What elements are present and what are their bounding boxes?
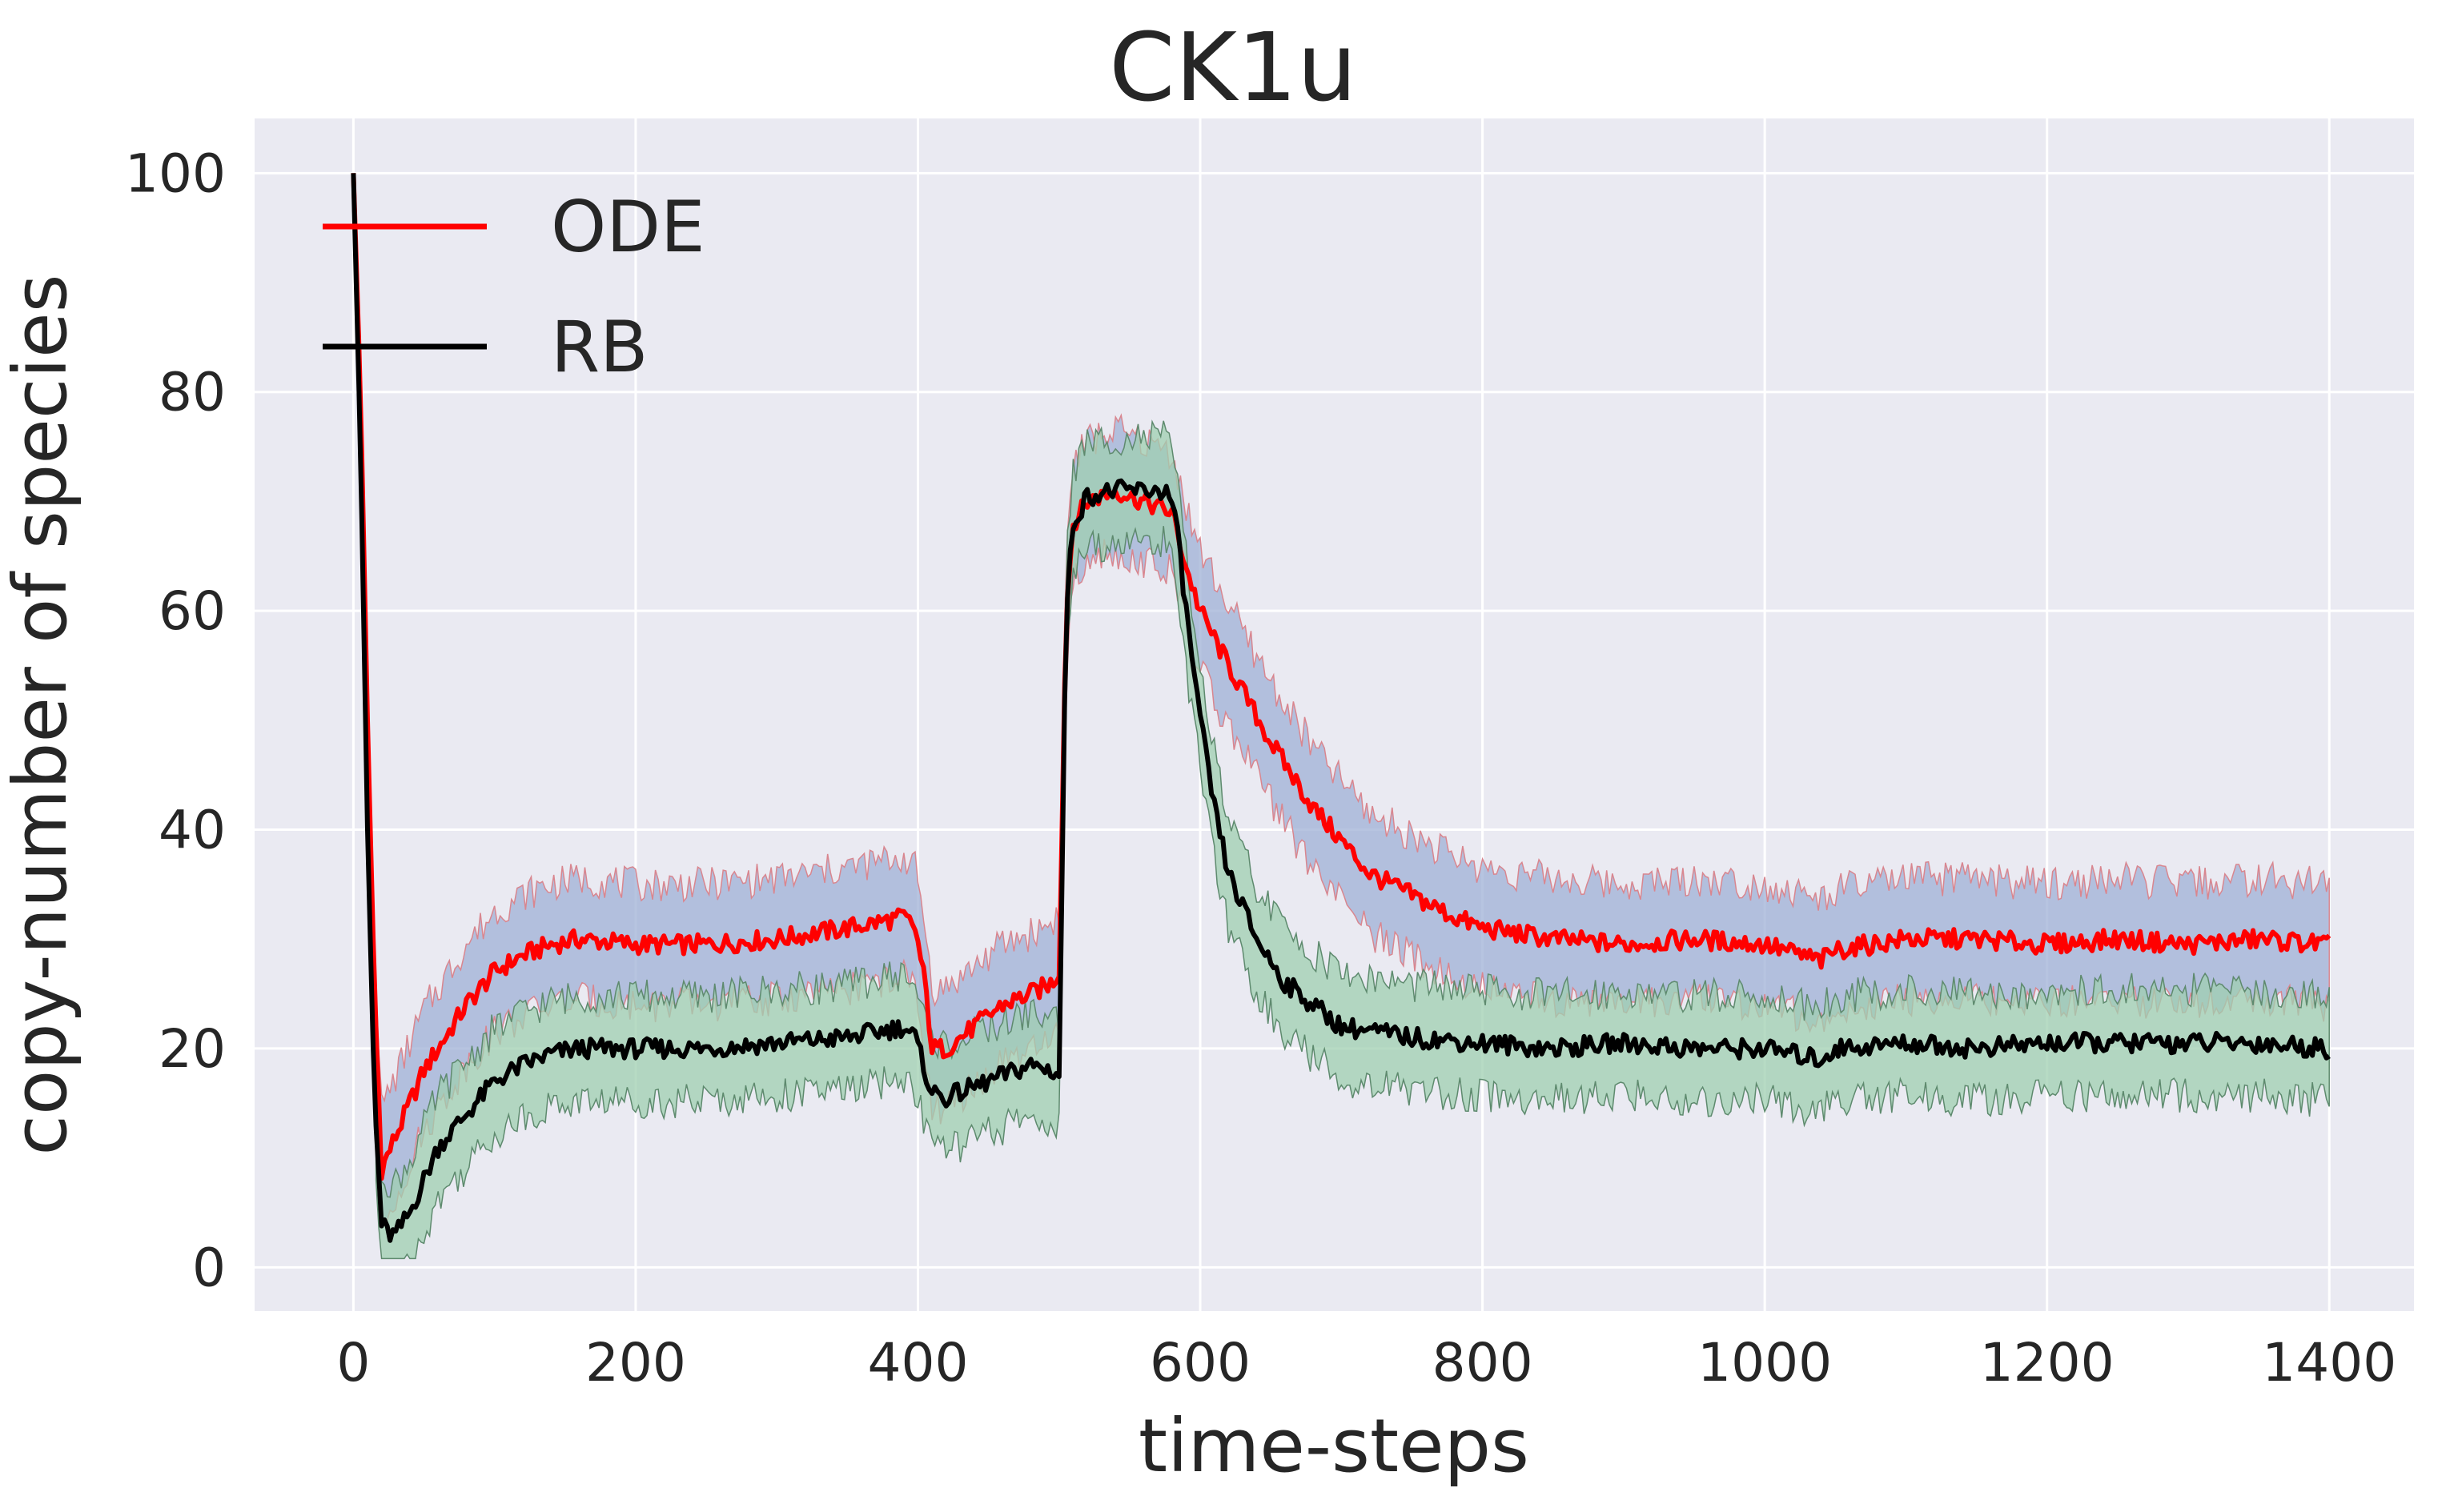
- y-tick-labels: 0 20 40 60 80 100: [125, 142, 226, 1298]
- y-tick-label: 60: [159, 580, 226, 642]
- y-tick-label: 100: [125, 142, 226, 204]
- y-tick-label: 80: [159, 362, 226, 423]
- legend-label-rb: RB: [551, 306, 649, 388]
- plot-area: [255, 118, 2414, 1311]
- x-tick-label: 1000: [1697, 1332, 1832, 1394]
- y-tick-label: 0: [192, 1237, 226, 1298]
- x-tick-labels: 0 200 400 600 800 1000 1200 1400: [336, 1332, 2396, 1394]
- series-lines: [351, 173, 2331, 1243]
- y-tick-label: 20: [159, 1018, 226, 1080]
- series-line-rb: [351, 173, 2331, 1243]
- x-tick-label: 800: [1432, 1332, 1533, 1394]
- legend-label-ode: ODE: [551, 186, 705, 268]
- series-line-ode: [351, 173, 2331, 1181]
- x-tick-label: 1400: [2262, 1332, 2396, 1394]
- chart-title: CK1u: [1109, 12, 1357, 122]
- x-axis-label: time-steps: [1139, 1403, 1529, 1489]
- x-tick-label: 600: [1150, 1332, 1251, 1394]
- legend: ODE RB: [323, 186, 705, 388]
- x-tick-label: 400: [867, 1332, 968, 1394]
- y-axis-label: copy-number of species: [0, 274, 83, 1155]
- x-tick-label: 0: [336, 1332, 370, 1394]
- y-tick-label: 40: [159, 800, 226, 861]
- x-tick-label: 200: [585, 1332, 686, 1394]
- x-tick-label: 1200: [1980, 1332, 2115, 1394]
